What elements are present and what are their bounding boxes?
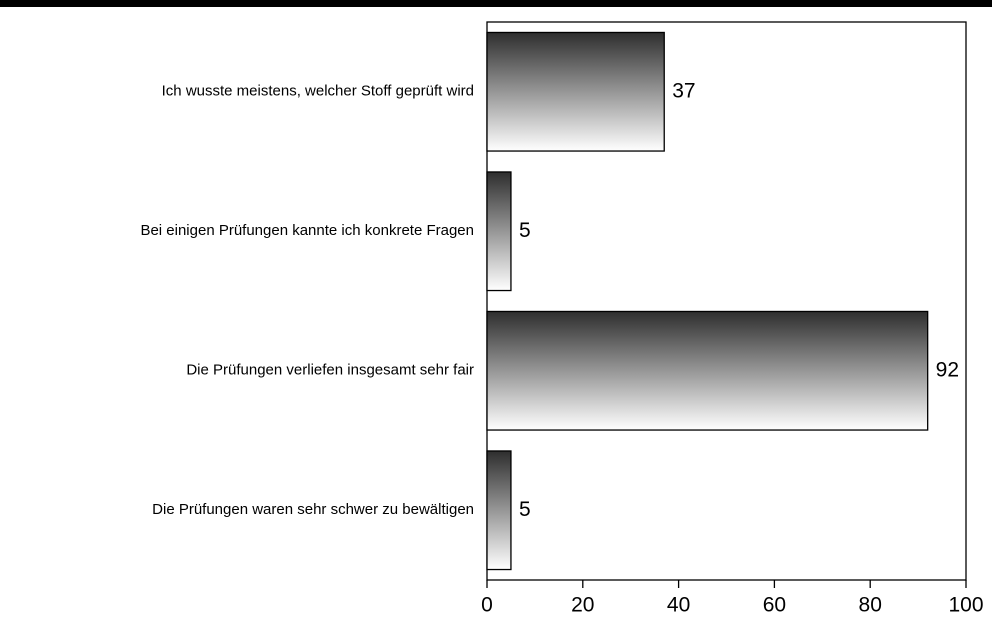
y-tick-label: Die Prüfungen waren sehr schwer zu bewäl… — [152, 501, 474, 518]
top-bar — [0, 0, 992, 7]
x-tick-label: 80 — [859, 594, 882, 617]
bar — [486, 450, 512, 571]
bar — [486, 310, 929, 431]
y-tick-label: Die Prüfungen verliefen insgesamt sehr f… — [186, 362, 474, 379]
plot-frame — [486, 21, 967, 581]
x-tick-label: 40 — [667, 594, 690, 617]
x-tick-label: 0 — [481, 594, 493, 617]
bar — [486, 171, 512, 292]
bar — [486, 31, 665, 152]
y-tick-label: Bei einigen Prüfungen kannte ich konkret… — [140, 222, 474, 239]
y-tick-label: Ich wusste meistens, welcher Stoff geprü… — [162, 83, 474, 100]
x-tick-label: 100 — [948, 594, 983, 617]
x-tick-label: 60 — [763, 594, 786, 617]
value-label: 5 — [519, 498, 531, 521]
value-label: 92 — [936, 358, 959, 381]
value-label: 5 — [519, 219, 531, 242]
value-label: 37 — [672, 79, 695, 102]
x-tick-label: 20 — [571, 594, 594, 617]
